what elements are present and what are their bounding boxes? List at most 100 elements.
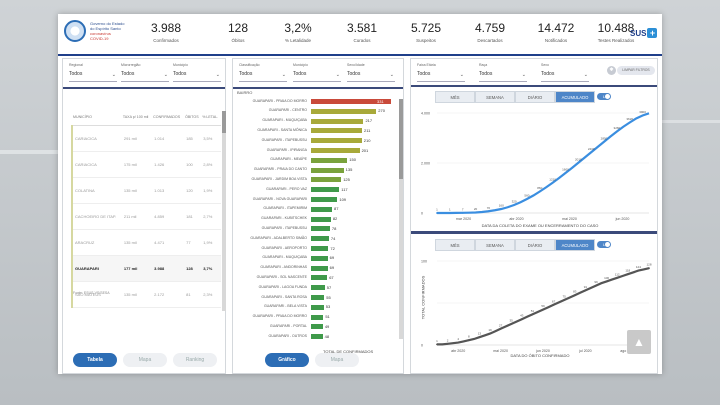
bar[interactable] bbox=[311, 314, 324, 320]
data-point[interactable] bbox=[628, 121, 631, 124]
table-scrollbar[interactable] bbox=[222, 111, 226, 311]
data-point[interactable] bbox=[584, 289, 587, 292]
data-point[interactable] bbox=[446, 342, 449, 345]
view-toggle-button[interactable]: Ranking bbox=[173, 353, 217, 367]
filter-dropdown[interactable]: Faixa Etária Todos ⌄ bbox=[417, 63, 465, 82]
data-point[interactable] bbox=[603, 140, 605, 143]
data-point[interactable] bbox=[637, 269, 640, 272]
view-toggle-button[interactable]: Mapa bbox=[315, 353, 359, 367]
data-point[interactable] bbox=[648, 267, 650, 270]
table-row[interactable]: SÃO MATEUS 135 mil 2.172 81 2,3% bbox=[71, 281, 221, 308]
bar[interactable] bbox=[311, 148, 360, 153]
filter-dropdown[interactable]: Raça Todos ⌄ bbox=[479, 63, 527, 82]
data-point[interactable] bbox=[563, 299, 566, 301]
view-toggle-button[interactable]: Gráfico bbox=[265, 353, 309, 367]
clear-filters-button[interactable]: LIMPAR FILTROS bbox=[617, 66, 655, 75]
linear-toggle[interactable] bbox=[597, 93, 611, 100]
bar[interactable] bbox=[311, 108, 377, 114]
data-point[interactable] bbox=[551, 181, 554, 184]
bar[interactable] bbox=[311, 118, 364, 124]
filter-dropdown[interactable]: Sexo/Idade Todos ⌄ bbox=[347, 63, 395, 82]
bar[interactable] bbox=[311, 167, 344, 173]
data-point[interactable] bbox=[499, 327, 502, 330]
table-row[interactable]: COLATINA 135 mil 1.013 120 1,9% bbox=[71, 177, 221, 204]
data-point[interactable] bbox=[489, 332, 491, 335]
bar[interactable] bbox=[311, 197, 338, 202]
data-point[interactable] bbox=[531, 313, 534, 316]
table-row[interactable]: ARACRUZ 135 mil 4.471 77 1,9% bbox=[71, 229, 221, 256]
data-point[interactable] bbox=[457, 341, 460, 344]
data-point[interactable] bbox=[538, 190, 541, 193]
table-row[interactable]: GUARAPARI 177 mil 3.988 128 3,7% bbox=[71, 255, 221, 282]
data-point[interactable] bbox=[552, 303, 555, 306]
data-point[interactable] bbox=[467, 339, 470, 342]
tab-semana[interactable]: SEMANA bbox=[475, 91, 515, 103]
bar[interactable] bbox=[311, 246, 329, 251]
bar[interactable] bbox=[311, 99, 391, 104]
tab-acumulado[interactable]: ACUMULADO bbox=[555, 91, 595, 103]
scroll-top-button[interactable]: ▲ bbox=[627, 330, 651, 354]
data-point[interactable] bbox=[513, 204, 515, 206]
bar[interactable] bbox=[311, 177, 342, 183]
data-point[interactable] bbox=[520, 318, 523, 321]
filter-icon[interactable]: ✱ bbox=[607, 66, 616, 75]
tab-acumulado[interactable]: ACUMULADO bbox=[555, 239, 595, 251]
data-point[interactable] bbox=[605, 280, 608, 283]
data-point[interactable] bbox=[487, 210, 490, 213]
column-header[interactable]: MUNICÍPIO bbox=[72, 109, 122, 126]
data-point[interactable] bbox=[436, 212, 438, 214]
filter-dropdown[interactable]: Microrregião Todos ⌄ bbox=[121, 63, 169, 82]
chart-scrollbar[interactable] bbox=[399, 99, 403, 339]
data-point[interactable] bbox=[500, 208, 503, 210]
data-point[interactable] bbox=[510, 323, 513, 325]
bar[interactable] bbox=[311, 157, 348, 163]
bar[interactable] bbox=[311, 265, 328, 271]
tab-semana[interactable]: SEMANA bbox=[475, 239, 515, 251]
filter-dropdown[interactable]: Classificação Todos ⌄ bbox=[239, 63, 287, 82]
bar[interactable] bbox=[311, 187, 340, 193]
column-header[interactable]: TAXA p/ 100 mil bbox=[121, 109, 153, 126]
tab-mês[interactable]: MÊS bbox=[435, 91, 475, 103]
bar[interactable] bbox=[311, 295, 325, 300]
data-point[interactable] bbox=[564, 172, 567, 174]
data-point[interactable] bbox=[595, 284, 597, 287]
data-point[interactable] bbox=[641, 114, 644, 117]
filter-dropdown[interactable]: Município Todos ⌄ bbox=[293, 63, 341, 82]
filter-dropdown[interactable]: Sexo Todos ⌄ bbox=[541, 63, 589, 82]
data-point[interactable] bbox=[626, 273, 629, 276]
bar[interactable] bbox=[311, 236, 329, 242]
bar[interactable] bbox=[311, 206, 333, 212]
tab-diário[interactable]: DIÁRIO bbox=[515, 239, 555, 251]
bar[interactable] bbox=[311, 216, 331, 222]
data-point[interactable] bbox=[590, 151, 593, 154]
data-point[interactable] bbox=[542, 308, 544, 311]
bar[interactable] bbox=[311, 304, 324, 310]
data-point[interactable] bbox=[616, 276, 619, 279]
view-toggle-button[interactable]: Mapa bbox=[123, 353, 167, 367]
bar[interactable] bbox=[311, 324, 323, 330]
data-point[interactable] bbox=[615, 130, 618, 133]
column-header[interactable]: % LETAL. bbox=[201, 109, 221, 126]
bar[interactable] bbox=[311, 334, 323, 340]
linear-toggle[interactable] bbox=[597, 241, 611, 248]
table-row[interactable]: CARIACICA 175 mil 1.426 100 2,8% bbox=[71, 151, 221, 178]
data-point[interactable] bbox=[448, 212, 451, 214]
bar[interactable] bbox=[311, 138, 362, 144]
table-row[interactable]: CACHOEIRO DE ITAP. 211 mil 4.859 181 2,7% bbox=[71, 203, 221, 230]
filter-dropdown[interactable]: Município Todos ⌄ bbox=[173, 63, 221, 82]
column-header[interactable]: CONFIRMADOS bbox=[152, 109, 185, 126]
view-toggle-button[interactable]: Tabela bbox=[73, 353, 117, 367]
data-point[interactable] bbox=[573, 294, 576, 297]
data-point[interactable] bbox=[436, 343, 438, 346]
table-row[interactable]: CARIACICA 291 mil 1.014 185 3,5% bbox=[71, 125, 221, 152]
data-point[interactable] bbox=[478, 336, 481, 339]
column-header[interactable]: ÓBITOS bbox=[184, 109, 202, 126]
data-point[interactable] bbox=[577, 161, 580, 164]
tab-diário[interactable]: DIÁRIO bbox=[515, 91, 555, 103]
bar[interactable] bbox=[311, 255, 328, 261]
bar[interactable] bbox=[311, 285, 325, 291]
filter-dropdown[interactable]: Regional Todos ⌄ bbox=[69, 63, 117, 82]
tab-mês[interactable]: MÊS bbox=[435, 239, 475, 251]
data-point[interactable] bbox=[526, 198, 528, 200]
data-point[interactable] bbox=[474, 211, 477, 214]
